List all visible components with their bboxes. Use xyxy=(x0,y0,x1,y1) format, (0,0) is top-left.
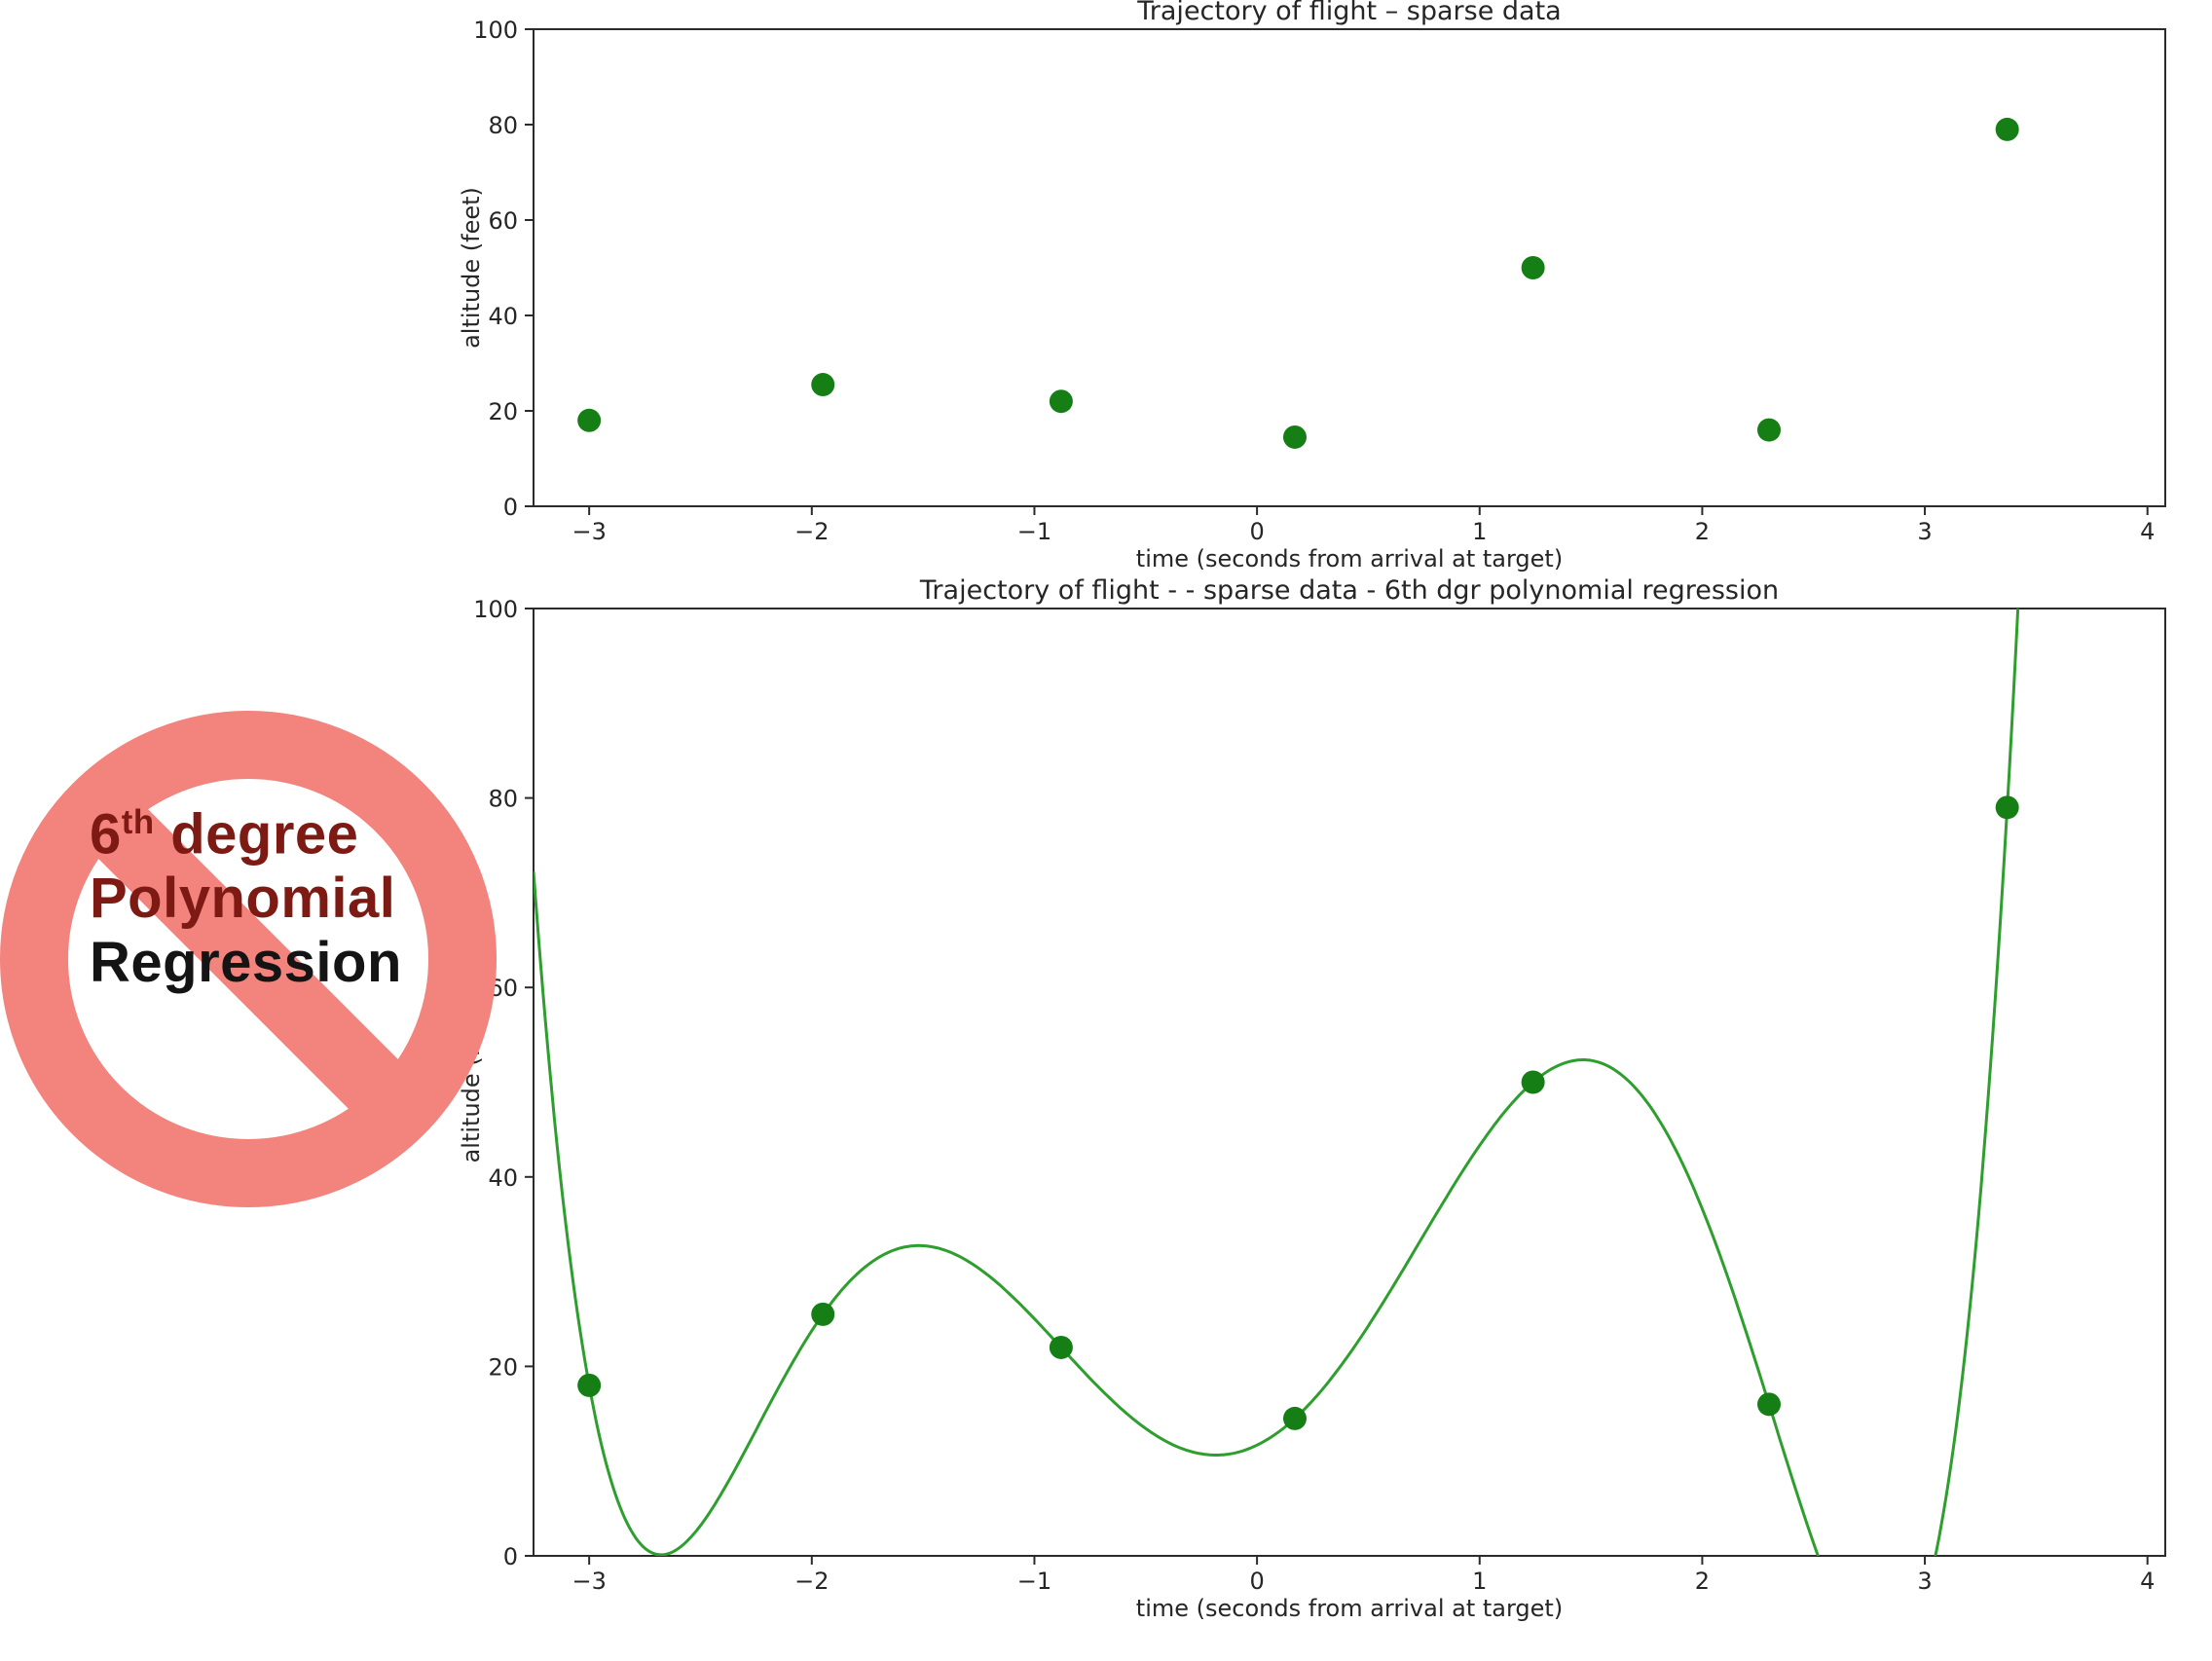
x-axis-label: time (seconds from arrival at target) xyxy=(1136,1595,1563,1622)
no-symbol xyxy=(0,711,497,1207)
ban-caption-line1: 6th degree xyxy=(90,791,402,867)
ban-degree-word: degree xyxy=(154,802,359,867)
x-tick-label: −1 xyxy=(1017,1568,1051,1595)
x-tick-label: 4 xyxy=(2140,518,2155,545)
x-tick-label: 2 xyxy=(1695,518,1710,545)
y-tick-label: 40 xyxy=(488,1164,518,1192)
regression-curve xyxy=(534,609,2020,1556)
x-tick-label: 1 xyxy=(1472,518,1487,545)
x-tick-label: 2 xyxy=(1695,1568,1710,1595)
x-tick-label: −3 xyxy=(571,518,606,545)
y-tick-label: 100 xyxy=(473,596,518,623)
data-point xyxy=(577,408,602,432)
x-tick-label: 0 xyxy=(1249,518,1264,545)
no-symbol-ring xyxy=(0,711,497,1207)
y-tick-label: 0 xyxy=(503,1543,518,1570)
y-tick-label: 20 xyxy=(488,1353,518,1381)
data-point xyxy=(1995,117,2019,141)
x-tick-label: −2 xyxy=(794,1568,829,1595)
x-tick-label: −2 xyxy=(794,518,829,545)
y-tick-label: 0 xyxy=(503,494,518,521)
y-tick-label: 40 xyxy=(488,303,518,330)
x-tick-label: 1 xyxy=(1472,1568,1487,1595)
x-axis-label: time (seconds from arrival at target) xyxy=(1136,545,1563,572)
y-tick-label: 80 xyxy=(488,112,518,139)
axes-frame xyxy=(533,28,2166,507)
y-axis-label: altitude (feet) xyxy=(458,187,485,349)
data-point xyxy=(1757,418,1782,442)
axes-frame xyxy=(533,608,2166,1557)
data-point xyxy=(1282,1406,1307,1430)
x-tick-label: 4 xyxy=(2140,1568,2155,1595)
y-tick-label: 80 xyxy=(488,786,518,813)
no-symbol-bar xyxy=(71,782,425,1136)
ban-caption-line2: Polynomial xyxy=(90,867,396,931)
ban-caption: 6th degree Polynomial Regression xyxy=(90,791,402,995)
data-point xyxy=(1049,1335,1073,1359)
data-point xyxy=(1521,256,1545,279)
ban-degree-sup: th xyxy=(121,803,155,841)
data-point xyxy=(811,1302,835,1326)
y-tick-label: 20 xyxy=(488,398,518,425)
data-point xyxy=(1282,424,1307,449)
chart-title: Trajectory of flight – sparse data xyxy=(1136,0,1561,26)
x-tick-label: 0 xyxy=(1249,1568,1264,1595)
data-point xyxy=(811,373,835,397)
data-point xyxy=(577,1373,602,1397)
y-tick-label: 100 xyxy=(473,17,518,44)
ban-caption-line3: Regression xyxy=(90,931,402,995)
x-tick-label: −1 xyxy=(1017,518,1051,545)
x-tick-label: −3 xyxy=(571,1568,606,1595)
x-tick-label: 3 xyxy=(1917,518,1932,545)
x-tick-label: 3 xyxy=(1917,1568,1932,1595)
y-tick-label: 60 xyxy=(488,207,518,235)
data-point xyxy=(1049,389,1073,414)
data-point xyxy=(1521,1070,1545,1094)
data-point xyxy=(1757,1392,1782,1417)
data-point xyxy=(1995,795,2019,820)
chart-title: Trajectory of flight - - sparse data - 6… xyxy=(919,576,1779,606)
ban-degree-number: 6 xyxy=(90,802,122,867)
